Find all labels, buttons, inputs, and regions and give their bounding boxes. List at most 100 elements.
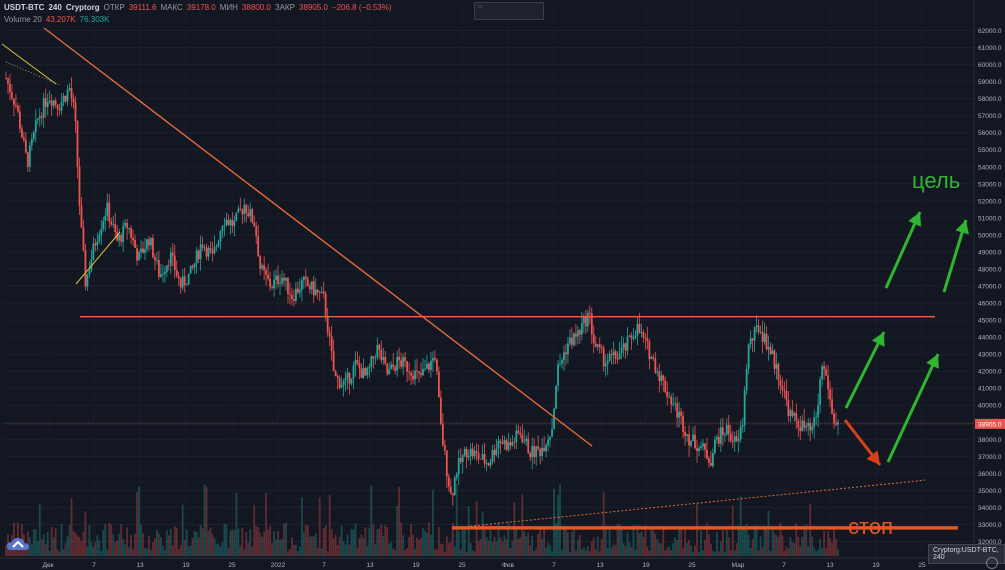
volume-bar [314,533,317,556]
candle-body [44,98,47,108]
volume-bar [676,540,679,556]
volume-bar [44,544,47,556]
candle-body [126,223,129,229]
candle-body [136,247,138,261]
volume-bar [360,534,363,556]
candle-body [18,111,21,129]
volume-bar [743,527,746,556]
volume-bar [235,492,238,556]
volume-bar [428,522,430,556]
volume-bar [177,549,180,556]
candle-body [298,289,301,293]
candle-body [837,421,839,425]
candle-body [418,371,420,374]
volume-bar [203,484,206,556]
volume-bar [437,527,440,556]
candle-body [817,404,820,418]
drawing-toolbar-tab[interactable]: ▭ [474,2,544,20]
candle-body [233,220,236,226]
volume-bar [588,551,591,556]
volume-bar [382,535,385,556]
volume-bar [74,532,77,556]
candle-body [336,376,339,378]
volume-bar [527,532,530,556]
volume-bar [219,546,222,556]
candle-body [521,434,524,443]
volume-bar [128,547,131,556]
stop-label: стоп [848,514,893,539]
legend-low-label: МИН [219,3,238,12]
volume-bar [664,550,667,556]
candle-body [374,357,377,359]
volume-bar [447,543,450,556]
volume-bar [207,530,210,556]
volume-bar [459,549,462,556]
volume-bar [231,529,234,556]
volume-bar [801,537,804,556]
y-tick-label: 46000.0 [978,301,1002,308]
volume-bar [126,527,129,556]
volume-legend: Volume 20 43.207K 76.303K [4,15,109,24]
volume-bar [461,526,464,556]
candle-body [721,427,724,436]
candle-body [479,458,482,460]
candle-body [578,330,581,335]
volume-bar [167,535,170,556]
volume-bar [386,527,389,556]
volume-bar [78,536,81,556]
volume-bar [765,527,768,556]
volume-bar [388,543,391,556]
candle-body [340,384,343,388]
candle-body [801,420,804,432]
candle-body [511,442,514,446]
candle-body [122,225,125,242]
x-tick-label: 7 [322,562,326,569]
candle-body [306,278,309,286]
volume-bar [682,547,685,556]
volume-bar [511,540,514,556]
volume-bar [706,523,708,556]
legend-interval[interactable]: 240 [48,3,62,12]
legend-close-label: ЗАКР [274,3,296,12]
volume-bar [122,538,125,556]
candle-body [473,451,476,457]
candle-body [396,356,399,371]
legend-symbol[interactable]: USDT-BTC [4,3,45,12]
candle-body [455,474,458,478]
volume-bar [541,538,544,556]
volume-bar [525,536,528,556]
volume-bar [624,546,627,556]
volume-bar [680,527,683,556]
volume-bar [157,533,160,556]
candle-body [52,100,55,106]
volume-bar [324,525,327,556]
candle-body [513,442,516,443]
candle-body [114,224,117,232]
candle-body [171,252,174,256]
volume-bar [46,532,49,556]
candle-body [626,336,629,351]
volume-bar [225,524,228,556]
volume-bar [100,551,103,556]
arrow-up-2-shaft [886,353,940,463]
candle-body [146,239,148,250]
volume-bar [434,548,436,556]
candle-body [557,364,559,386]
volume-bar [515,528,518,556]
volume-bar [302,531,305,556]
volume-bar [698,551,700,556]
volume-bar [737,525,740,556]
candle-body [285,277,287,281]
candle-body [48,100,51,103]
candle-body [580,323,583,335]
candle-body [54,100,57,105]
volume-bar [241,527,244,556]
volume-bar [501,541,504,556]
volume-bar [94,542,97,556]
volume-name[interactable]: Volume 20 [4,15,42,24]
settings-icon[interactable] [986,557,998,569]
volume-bar [592,537,595,556]
legend-open-value: 39111.6 [128,3,157,12]
y-tick-label: 32000.0 [978,539,1002,546]
